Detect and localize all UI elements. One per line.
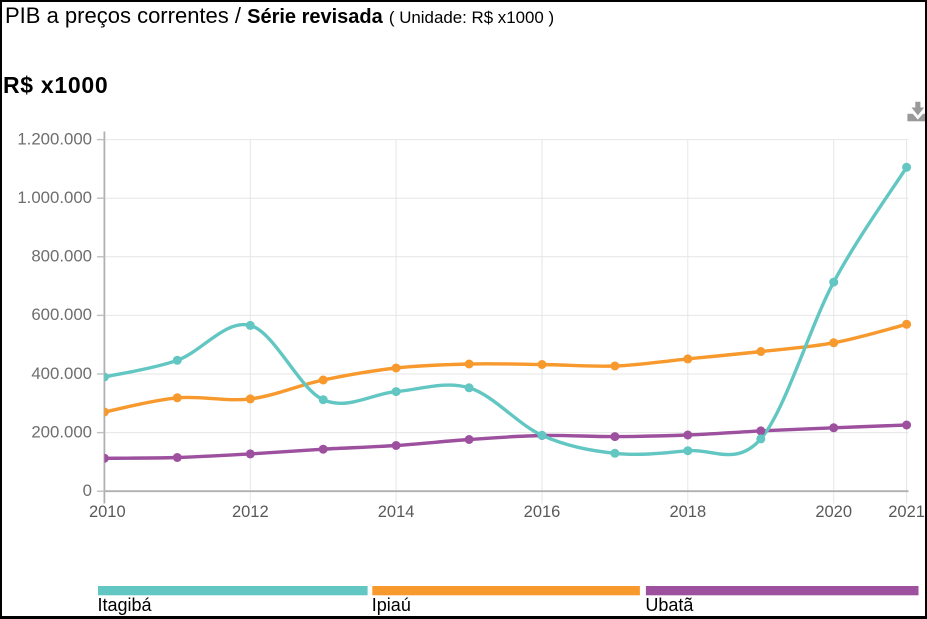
svg-text:2018: 2018 [669,503,706,521]
svg-text:2014: 2014 [378,503,415,521]
svg-text:2016: 2016 [524,503,561,521]
svg-text:0: 0 [83,481,92,500]
svg-text:600.000: 600.000 [31,305,92,324]
svg-text:1.000.000: 1.000.000 [17,188,92,207]
svg-text:2012: 2012 [232,503,269,521]
svg-text:2020: 2020 [815,503,852,521]
svg-text:Ubatã: Ubatã [645,595,694,615]
svg-text:400.000: 400.000 [31,364,92,383]
svg-text:Ipiaú: Ipiaú [372,595,411,615]
svg-text:2021: 2021 [888,503,925,521]
svg-text:Itagibá: Itagibá [98,595,153,615]
svg-text:800.000: 800.000 [31,247,92,266]
svg-text:1.200.000: 1.200.000 [17,129,92,148]
svg-text:2010: 2010 [89,503,126,521]
svg-text:200.000: 200.000 [31,422,92,441]
